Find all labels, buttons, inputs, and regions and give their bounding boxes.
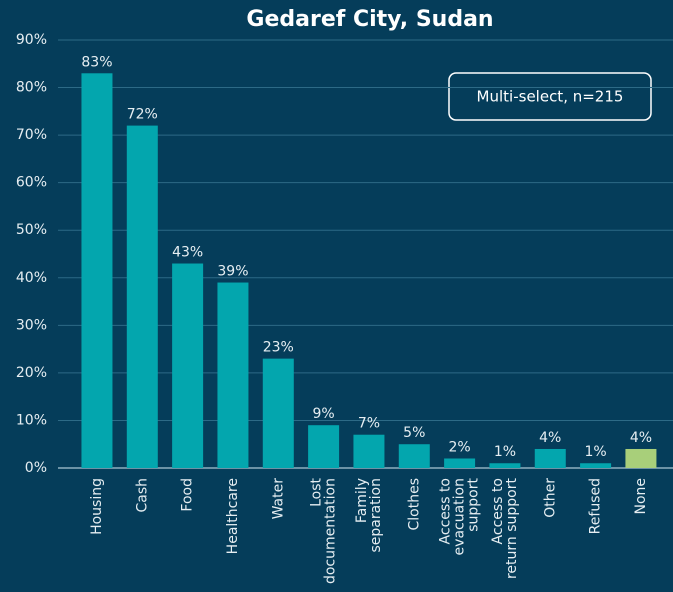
x-tick-label: Access toreturn support: [490, 477, 520, 579]
x-tick-label: Water: [270, 478, 286, 520]
x-tick-label-line: Water: [270, 478, 286, 520]
x-tick-label: Clothes: [406, 478, 422, 531]
data-label: 7%: [358, 416, 380, 432]
x-tick-label: Familyseparation: [354, 478, 384, 553]
x-tick-label-line: Other: [542, 478, 558, 518]
x-tick-label-line: Refused: [588, 478, 604, 534]
bar: [308, 425, 340, 468]
x-tick-label-line: support: [466, 478, 482, 532]
x-tick-label-line: Food: [180, 478, 196, 512]
y-tick-label: 70%: [16, 127, 47, 143]
bar: [444, 458, 476, 468]
y-tick-label: 20%: [16, 365, 47, 381]
annotation-box: [448, 72, 652, 121]
y-tick-label: 50%: [16, 222, 47, 238]
bar: [172, 263, 204, 468]
bar: [625, 448, 657, 468]
x-tick-label-line: return support: [504, 477, 520, 579]
bar: [580, 463, 612, 468]
x-tick-label-line: Lost: [309, 477, 325, 506]
x-tick-label-line: Family: [354, 478, 370, 523]
y-tick-label: 90%: [16, 32, 47, 48]
x-tick-label: Housing: [89, 478, 105, 535]
y-tick-label: 10%: [16, 412, 47, 428]
chart-title: Gedaref City, Sudan: [246, 7, 493, 32]
x-tick-label-line: None: [633, 478, 649, 515]
y-tick-label: 80%: [16, 80, 47, 96]
x-tick-label: Lostdocumentation: [309, 477, 339, 584]
x-tick-label-line: evacuation: [452, 478, 468, 555]
bar: [262, 358, 294, 468]
bar: [126, 125, 158, 468]
data-label: 43%: [172, 245, 203, 261]
data-label: 1%: [584, 444, 606, 460]
data-label: 72%: [127, 107, 158, 123]
x-tick-label: Food: [180, 478, 196, 512]
y-tick-label: 0%: [25, 460, 47, 476]
bar: [398, 444, 430, 468]
x-tick-label-line: documentation: [323, 478, 339, 584]
data-label: 2%: [448, 439, 470, 455]
x-tick-label-line: Access to: [490, 478, 506, 544]
x-tick-label-line: Access to: [438, 478, 454, 544]
y-tick-label: 40%: [16, 270, 47, 286]
x-tick-label: Access toevacuationsupport: [438, 478, 482, 556]
bar: [81, 73, 113, 469]
annotation: Multi-select, n=215: [477, 88, 624, 106]
x-tick-label-line: Cash: [134, 478, 150, 513]
data-label: 4%: [539, 430, 561, 446]
data-label: 83%: [81, 54, 112, 70]
x-tick-label: Refused: [588, 478, 604, 534]
data-label: 9%: [313, 406, 335, 422]
x-tick-label: Healthcare: [225, 478, 241, 554]
y-tick-label: 60%: [16, 175, 47, 191]
x-tick-label: None: [633, 478, 649, 515]
bar: [489, 463, 521, 468]
x-tick-label-line: separation: [368, 478, 384, 553]
data-label: 23%: [263, 340, 294, 356]
bar: [353, 434, 385, 468]
bar: [534, 448, 566, 468]
bar: [217, 282, 249, 468]
data-label: 39%: [217, 264, 248, 280]
data-label: 1%: [494, 444, 516, 460]
data-label: 4%: [630, 430, 652, 446]
x-tick-label: Cash: [134, 478, 150, 513]
data-label: 5%: [403, 425, 425, 441]
x-tick-label-line: Clothes: [406, 478, 422, 531]
y-tick-label: 30%: [16, 317, 47, 333]
x-tick-label: Other: [542, 478, 558, 518]
x-tick-label-line: Housing: [89, 478, 105, 535]
x-tick-label-line: Healthcare: [225, 478, 241, 554]
